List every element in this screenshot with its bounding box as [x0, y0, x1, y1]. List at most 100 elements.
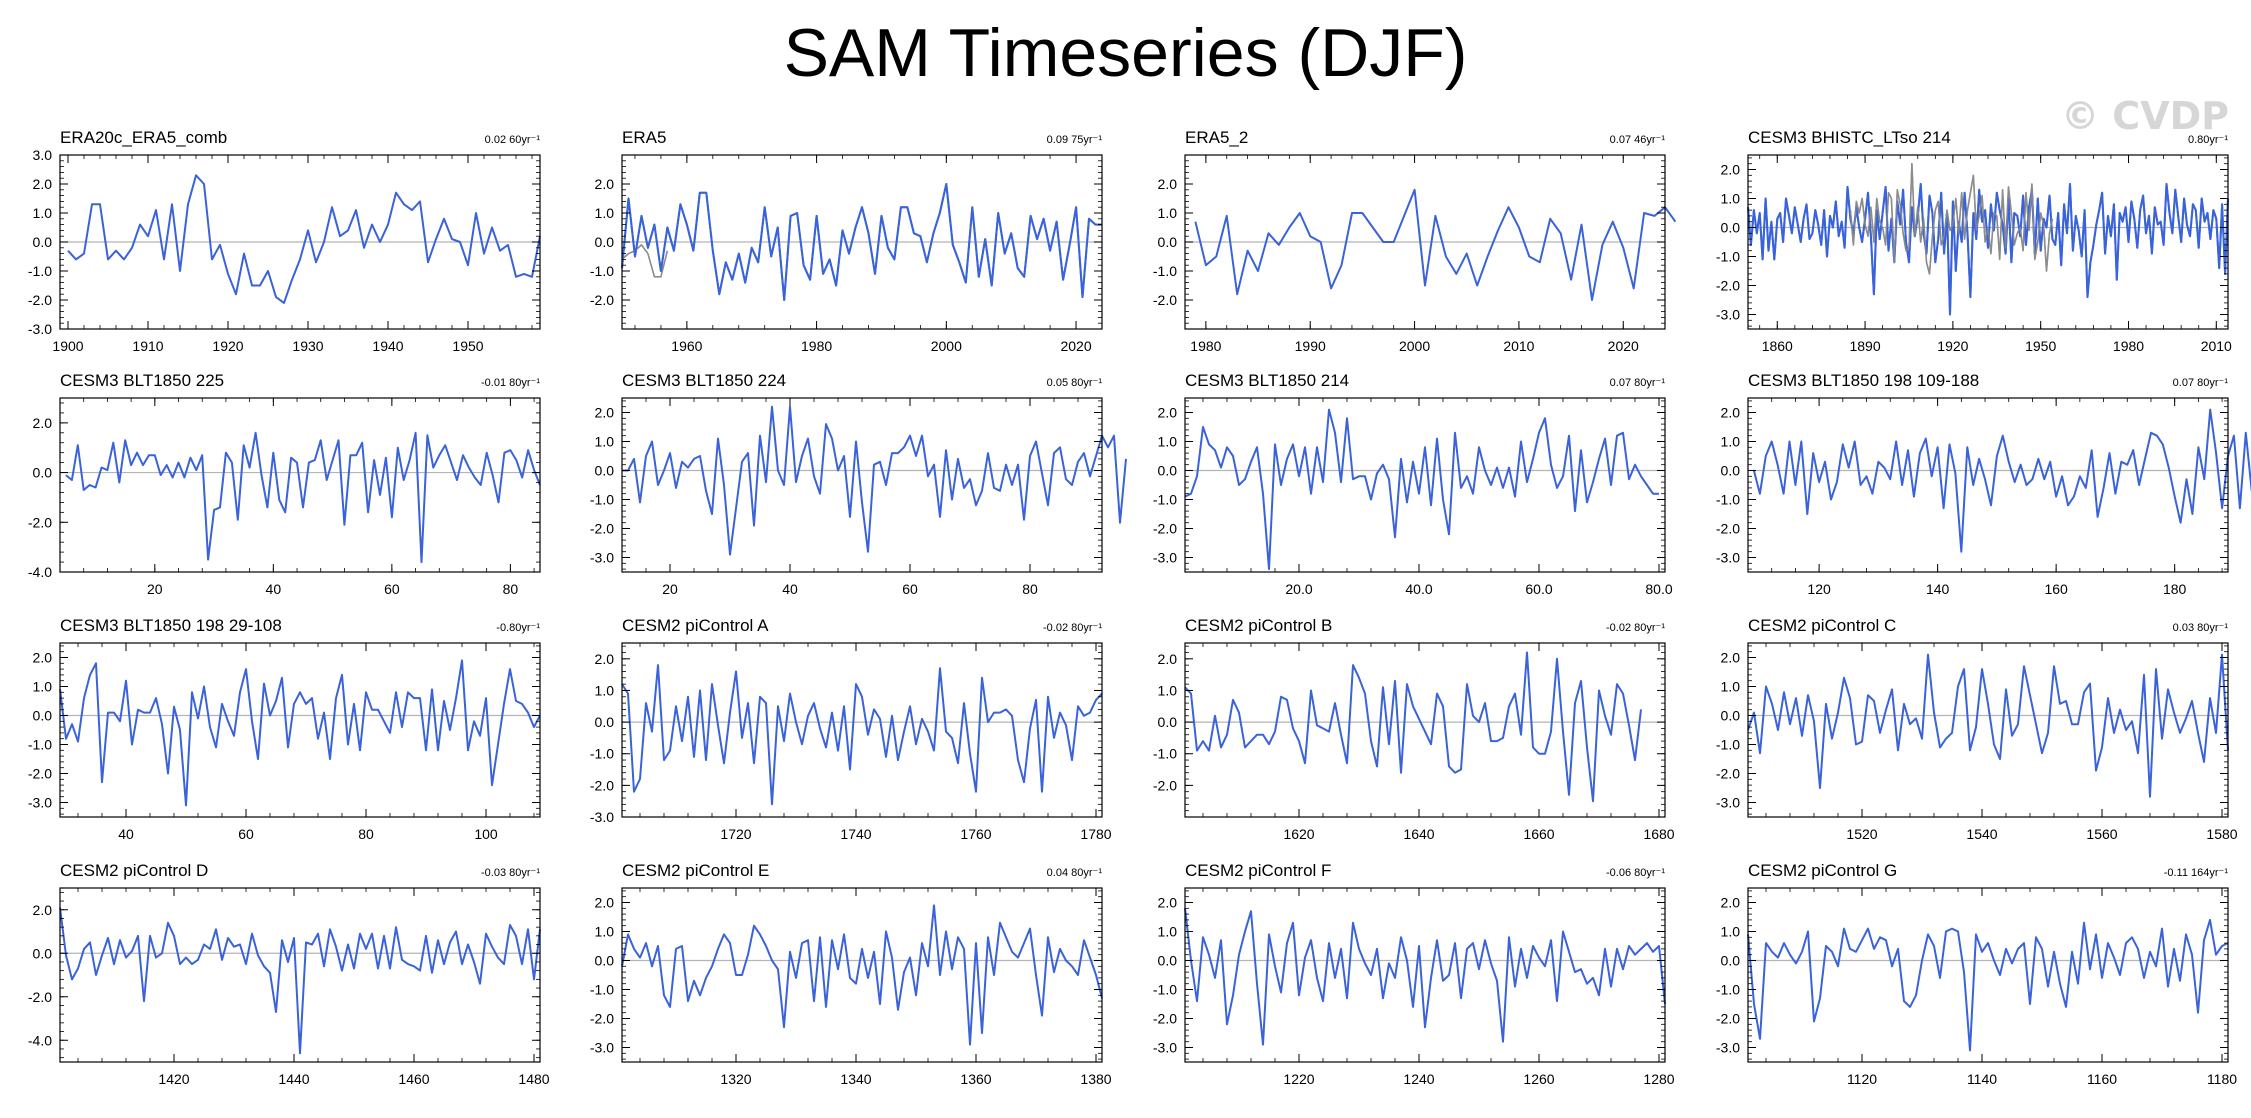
y-tick-label: 0.0 — [33, 708, 53, 724]
y-tick-label: 1.0 — [1158, 205, 1178, 221]
plot-frame — [59, 397, 541, 573]
y-tick-label: -3.0 — [28, 321, 52, 337]
y-tick-label: -3.0 — [590, 550, 614, 566]
x-tick-label: 1990 — [1295, 338, 1326, 354]
y-tick-label: -2.0 — [1153, 1011, 1177, 1027]
panel-title: CESM2 piControl C — [1748, 616, 1896, 635]
x-tick-label: 40 — [782, 581, 798, 597]
x-tick-label: 1360 — [960, 1071, 991, 1087]
y-tick-label: -2.0 — [1153, 777, 1177, 793]
x-tick-label: 40 — [118, 826, 134, 842]
y-tick-label: -3.0 — [1716, 307, 1740, 323]
x-tick-label: 160 — [2044, 581, 2068, 597]
series-line — [1747, 653, 2229, 798]
series-line — [1194, 188, 1677, 301]
plot-frame — [621, 887, 1103, 1063]
y-tick-label: -2.0 — [28, 766, 52, 782]
panel-title: CESM2 piControl D — [60, 861, 208, 880]
y-tick-label: -2.0 — [28, 292, 52, 308]
y-tick-label: -2.0 — [1153, 521, 1177, 537]
y-tick-label: -1.0 — [1153, 982, 1177, 998]
y-tick-label: -3.0 — [1716, 1040, 1740, 1056]
plot-frame — [1747, 397, 2229, 573]
y-tick-label: 1.0 — [595, 205, 615, 221]
y-tick-label: -3.0 — [1153, 550, 1177, 566]
y-tick-label: 0.0 — [1158, 714, 1178, 730]
x-tick-label: 1160 — [2087, 1071, 2117, 1087]
trend-label: -0.02 80yr⁻¹ — [1606, 622, 1665, 634]
x-tick-label: 40 — [266, 581, 282, 597]
y-tick-label: 0.0 — [595, 463, 615, 479]
y-tick-label: -4.0 — [28, 564, 52, 580]
y-tick-label: -1.0 — [1716, 737, 1740, 753]
y-tick-label: 2.0 — [595, 651, 615, 667]
x-tick-label: 1780 — [1080, 826, 1111, 842]
trend-label: 0.07 80yr⁻¹ — [1610, 377, 1666, 389]
panel-title: ERA5_2 — [1185, 128, 1248, 147]
x-tick-label: 1740 — [840, 826, 871, 842]
y-tick-label: -2.0 — [1153, 292, 1177, 308]
chart-panel: CESM3 BHISTC_LTso 214 0.80yr⁻¹ -3.0 -2.0 -1.… — [1716, 128, 2232, 354]
x-tick-label: 1950 — [2025, 338, 2056, 354]
y-tick-label: 0.0 — [1721, 708, 1741, 724]
y-tick-label: 0.0 — [1158, 234, 1178, 250]
y-tick-label: 2.0 — [1721, 650, 1741, 666]
chart-panel: CESM2 piControl E 0.04 80yr⁻¹ -3.0 -2.0 -1.0… — [590, 861, 1112, 1087]
y-tick-label: 0.0 — [595, 234, 615, 250]
y-tick-label: -1.0 — [1153, 746, 1177, 762]
plot-frame — [1184, 397, 1666, 573]
x-tick-label: 2010 — [2201, 338, 2232, 354]
y-tick-label: 1.0 — [595, 924, 615, 940]
trend-label: 0.03 80yr⁻¹ — [2173, 622, 2229, 634]
watermark-logo: © CVDP — [2061, 94, 2229, 138]
x-tick-label: 1420 — [158, 1071, 189, 1087]
x-tick-label: 1980 — [1190, 338, 1221, 354]
y-tick-label: -1.0 — [28, 263, 52, 279]
series-line — [1184, 908, 1666, 1046]
y-tick-label: 0.0 — [33, 234, 53, 250]
series-line — [1747, 183, 2229, 316]
series-line — [67, 174, 541, 304]
x-tick-label: 2020 — [1608, 338, 1639, 354]
series-line — [622, 405, 1127, 556]
x-tick-label: 1720 — [720, 826, 751, 842]
panel-title: CESM3 BLT1850 225 — [60, 371, 224, 390]
x-tick-label: 1280 — [1643, 1071, 1674, 1087]
x-tick-label: 1540 — [1966, 826, 1997, 842]
y-tick-label: 0.0 — [1721, 953, 1741, 969]
x-tick-label: 1220 — [1283, 1071, 1314, 1087]
series-line — [59, 659, 541, 807]
y-tick-label: 3.0 — [33, 147, 53, 163]
y-tick-label: 0.0 — [595, 714, 615, 730]
chart-panel: ERA5_2 0.07 46yr⁻¹ -2.0 -1.0 0.0 1.0 2.0 1980 19… — [1153, 128, 1677, 354]
chart-panel: ERA20c_ERA5_comb 0.02 60yr⁻¹ -3.0 -2.0 -1.0 0… — [28, 128, 541, 354]
series-line — [621, 664, 1103, 806]
x-tick-label: 120 — [1807, 581, 1831, 597]
x-tick-label: 1980 — [2113, 338, 2144, 354]
y-tick-label: -1.0 — [590, 492, 614, 508]
chart-panel: CESM3 BLT1850 198 29-108 -0.80yr⁻¹ -3.0 -2.… — [28, 616, 541, 842]
chart-panel: CESM3 BLT1850 198 109-188 0.07 80yr⁻¹ -3.0… — [1716, 371, 2251, 597]
trend-label: -0.11 164yr⁻¹ — [2164, 867, 2229, 879]
x-tick-label: 60 — [902, 581, 918, 597]
chart-panel: CESM2 piControl D -0.03 80yr⁻¹ -4.0 -2.0 0.0… — [28, 861, 550, 1087]
x-tick-label: 20.0 — [1285, 581, 1312, 597]
x-tick-label: 2000 — [1399, 338, 1430, 354]
x-tick-label: 1340 — [840, 1071, 871, 1087]
y-tick-label: -1.0 — [1716, 492, 1740, 508]
y-tick-label: 0.0 — [1721, 220, 1741, 236]
chart-panel: CESM2 piControl F -0.06 80yr⁻¹ -3.0 -2.0 -1.… — [1153, 861, 1675, 1087]
y-tick-label: -1.0 — [1716, 249, 1740, 265]
y-tick-label: -2.0 — [590, 1011, 614, 1027]
chart-panel: CESM2 piControl B -0.02 80yr⁻¹ -2.0 -1.0 0.0… — [1153, 616, 1675, 842]
y-tick-label: 1.0 — [1721, 679, 1741, 695]
panel-title: CESM2 piControl E — [622, 861, 769, 880]
trend-label: 0.05 80yr⁻¹ — [1047, 377, 1103, 389]
panel-title: CESM3 BLT1850 214 — [1185, 371, 1349, 390]
x-tick-label: 1620 — [1283, 826, 1314, 842]
x-tick-label: 1520 — [1846, 826, 1877, 842]
x-tick-label: 80 — [358, 826, 374, 842]
x-tick-label: 1910 — [132, 338, 163, 354]
panel-title: CESM3 BHISTC_LTso 214 — [1748, 128, 1951, 147]
y-tick-label: -1.0 — [590, 746, 614, 762]
